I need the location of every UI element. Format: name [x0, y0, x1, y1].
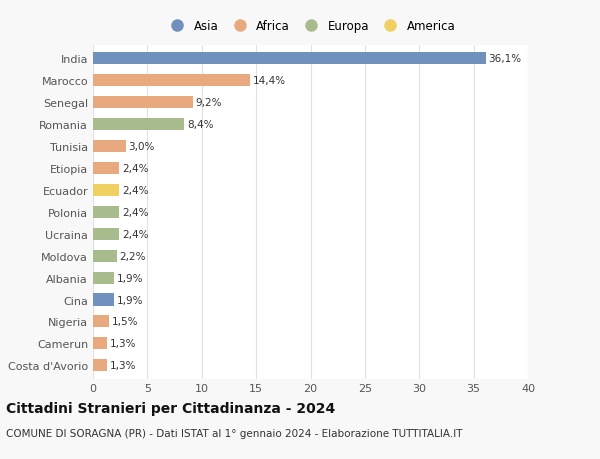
Text: 14,4%: 14,4% — [253, 76, 286, 86]
Bar — [93, 53, 485, 65]
Bar — [93, 140, 125, 153]
Text: 1,3%: 1,3% — [110, 361, 136, 370]
Text: 36,1%: 36,1% — [488, 54, 521, 64]
Bar — [93, 206, 119, 218]
Text: COMUNE DI SORAGNA (PR) - Dati ISTAT al 1° gennaio 2024 - Elaborazione TUTTITALIA: COMUNE DI SORAGNA (PR) - Dati ISTAT al 1… — [6, 428, 463, 438]
Text: 2,4%: 2,4% — [122, 185, 148, 196]
Bar — [93, 75, 250, 87]
Text: 1,9%: 1,9% — [116, 273, 143, 283]
Bar — [93, 316, 109, 328]
Text: 1,5%: 1,5% — [112, 317, 139, 327]
Bar — [93, 162, 119, 174]
Bar — [93, 338, 107, 350]
Text: 2,2%: 2,2% — [119, 251, 146, 261]
Text: 1,3%: 1,3% — [110, 339, 136, 349]
Bar — [93, 185, 119, 196]
Text: Cittadini Stranieri per Cittadinanza - 2024: Cittadini Stranieri per Cittadinanza - 2… — [6, 402, 335, 415]
Bar — [93, 359, 107, 371]
Text: 2,4%: 2,4% — [122, 207, 148, 217]
Legend: Asia, Africa, Europa, America: Asia, Africa, Europa, America — [161, 15, 460, 38]
Bar — [93, 272, 113, 284]
Text: 3,0%: 3,0% — [128, 142, 155, 151]
Bar — [93, 294, 113, 306]
Text: 2,4%: 2,4% — [122, 163, 148, 174]
Text: 2,4%: 2,4% — [122, 229, 148, 239]
Text: 1,9%: 1,9% — [116, 295, 143, 305]
Bar — [93, 119, 184, 131]
Bar — [93, 250, 117, 262]
Text: 9,2%: 9,2% — [196, 98, 222, 108]
Text: 8,4%: 8,4% — [187, 120, 214, 130]
Bar — [93, 97, 193, 109]
Bar — [93, 228, 119, 240]
